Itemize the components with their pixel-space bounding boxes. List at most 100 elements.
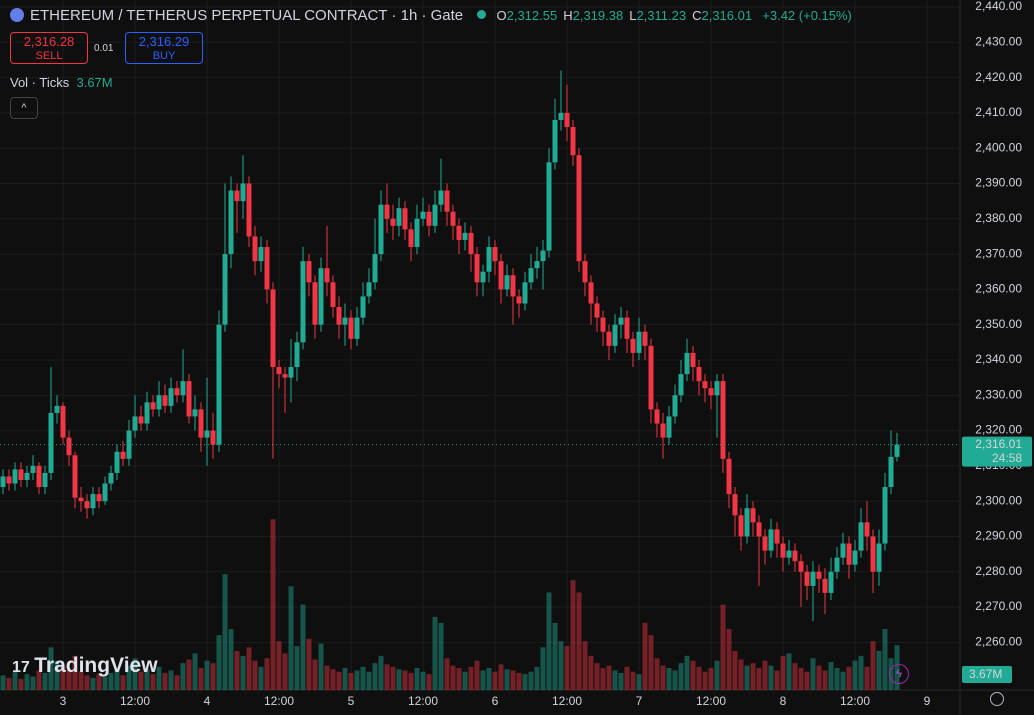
candle-body — [480, 271, 486, 283]
candle-body — [762, 536, 768, 551]
candle-body — [714, 381, 720, 396]
candle-body — [468, 232, 474, 255]
y-tick-label: 2,370.00 — [975, 246, 1022, 260]
candle-body — [588, 282, 594, 304]
volume-bar — [462, 671, 468, 690]
volume-bar — [816, 665, 822, 690]
volume-bar — [396, 669, 402, 690]
sell-price: 2,316.28 — [23, 34, 75, 49]
candle-body — [510, 275, 516, 297]
volume-bar — [330, 669, 336, 690]
candle-body — [294, 342, 300, 368]
candle-body — [432, 204, 438, 226]
x-tick-label: 7 — [636, 694, 643, 708]
candle-body — [216, 324, 222, 445]
candle-body — [804, 571, 810, 586]
sell-label: SELL — [35, 50, 63, 62]
volume-bar — [528, 671, 534, 690]
candle-body — [462, 232, 468, 240]
last-price-tag — [962, 436, 1032, 467]
candle-body — [240, 183, 246, 202]
volume-bar — [828, 661, 834, 690]
candle-body — [342, 317, 348, 325]
y-tick-label: 2,390.00 — [975, 176, 1022, 190]
sell-button[interactable]: 2,316.28 SELL — [10, 32, 88, 64]
buy-label: BUY — [152, 50, 176, 62]
volume-bar — [576, 592, 582, 690]
candle-body — [354, 317, 360, 339]
candle-body — [396, 208, 402, 226]
candle-body — [156, 395, 162, 410]
volume-bar — [60, 665, 66, 690]
candle-body — [402, 208, 408, 230]
candle-body — [552, 119, 558, 163]
volume-bar — [18, 679, 24, 690]
y-tick-label: 2,400.00 — [975, 140, 1022, 154]
candle-body — [372, 254, 378, 283]
x-tick-label: 3 — [60, 694, 67, 708]
y-tick-label: 2,350.00 — [975, 317, 1022, 331]
candle-body — [150, 402, 156, 410]
volume-bar — [696, 666, 702, 690]
volume-bar — [738, 659, 744, 690]
candle-body — [408, 229, 414, 248]
candle-body — [636, 331, 642, 353]
volume-bar — [498, 664, 504, 690]
buy-button[interactable]: 2,316.29 BUY — [125, 32, 203, 64]
volume-bar — [216, 635, 222, 690]
candle-body — [378, 204, 384, 255]
volume-bar — [756, 668, 762, 690]
candle-body — [48, 412, 54, 473]
candle-body — [720, 381, 726, 459]
volume-bar — [708, 668, 714, 690]
symbol-title[interactable]: ETHEREUM / TETHERUS PERPETUAL CONTRACT ·… — [30, 7, 464, 24]
volume-bar — [126, 665, 132, 690]
candle-body — [36, 465, 42, 488]
candle-body — [678, 374, 684, 396]
candle-body — [618, 317, 624, 325]
candle-body — [84, 501, 90, 509]
volume-bar — [186, 659, 192, 690]
candle-body — [282, 374, 288, 378]
x-tick-label: 12:00 — [264, 694, 294, 708]
volume-tag-label: 3.67M — [969, 667, 1002, 681]
candle-body — [180, 381, 186, 396]
volume-bar — [540, 647, 546, 690]
volume-bar — [606, 665, 612, 690]
volume-bar — [882, 629, 888, 690]
candle-body — [90, 494, 96, 509]
volume-bar — [258, 666, 264, 690]
candle-body — [72, 455, 78, 498]
lightning-button[interactable]: ϟ — [889, 664, 909, 684]
volume-bar — [114, 668, 120, 690]
candle-body — [324, 268, 330, 283]
settings-button[interactable] — [990, 692, 1004, 706]
buy-price: 2,316.29 — [138, 34, 190, 49]
volume-bar — [204, 660, 210, 690]
ohlc-value: 2,319.38 — [572, 8, 624, 23]
y-tick-label: 2,260.00 — [975, 635, 1022, 649]
candle-body — [600, 317, 606, 332]
volume-bar — [378, 655, 384, 690]
candle-body — [534, 261, 540, 269]
candle-body — [390, 218, 396, 226]
volume-bar — [864, 666, 870, 690]
collapse-button[interactable]: ^ — [10, 97, 38, 119]
volume-bar — [774, 670, 780, 690]
candle-body — [456, 225, 462, 240]
volume-bar — [252, 660, 258, 690]
candle-body — [642, 331, 648, 346]
candle-body — [540, 250, 546, 262]
candle-body — [504, 275, 510, 290]
candle-body — [186, 381, 192, 417]
candle-body — [870, 536, 876, 572]
volume-bar — [144, 669, 150, 690]
volume-bar — [504, 669, 510, 690]
candle-body — [144, 402, 150, 424]
volume-bar — [480, 670, 486, 690]
volume-bar — [810, 658, 816, 690]
candle-body — [312, 282, 318, 325]
candle-body — [684, 352, 690, 375]
y-tick-label: 2,440.00 — [975, 0, 1022, 13]
volume-bar — [474, 660, 480, 690]
